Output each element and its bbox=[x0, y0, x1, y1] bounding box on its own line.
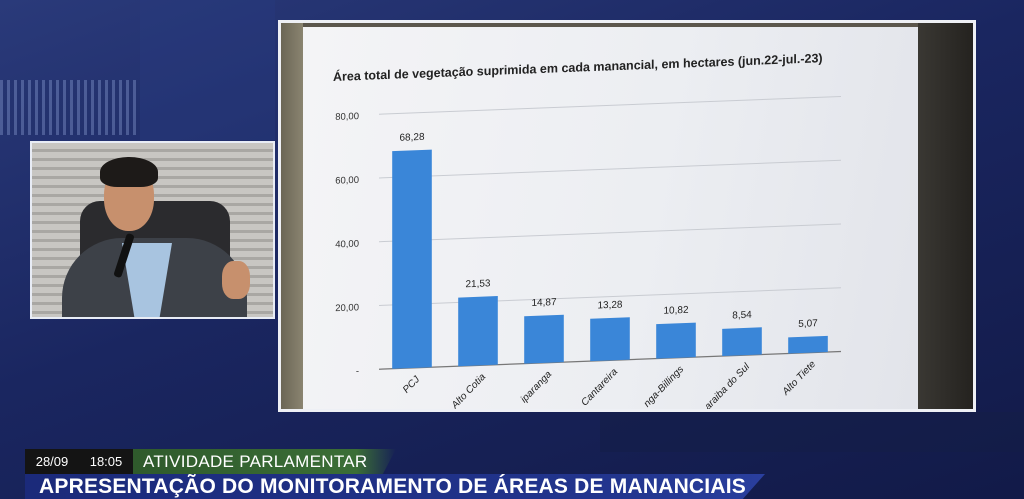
bar bbox=[788, 335, 828, 354]
value-label: 10,82 bbox=[663, 305, 688, 317]
value-label: 21,53 bbox=[465, 278, 490, 290]
headline-text: APRESENTAÇÃO DO MONITORAMENTO DE ÁREAS D… bbox=[39, 474, 746, 498]
category-label: ATIVIDADE PARLAMENTAR bbox=[143, 451, 368, 471]
studio-background-panel bbox=[140, 0, 275, 140]
value-label: 5,07 bbox=[798, 318, 818, 330]
gridline bbox=[379, 287, 841, 306]
gridline bbox=[379, 95, 841, 115]
bar-chart: Área total de vegetação suprimida em cad… bbox=[333, 50, 841, 409]
y-tick-label: - bbox=[356, 366, 359, 377]
category-label: iparanga bbox=[519, 369, 555, 405]
broadcast-date: 28/09 bbox=[35, 454, 69, 469]
y-tick-label: 60,00 bbox=[335, 175, 359, 187]
y-tick-label: 40,00 bbox=[335, 239, 359, 251]
broadcast-time: 18:05 bbox=[89, 454, 123, 469]
headline-banner: APRESENTAÇÃO DO MONITORAMENTO DE ÁREAS D… bbox=[25, 474, 765, 499]
chart-title: Área total de vegetação suprimida em cad… bbox=[333, 50, 823, 84]
studio-floor bbox=[600, 412, 1024, 452]
gridline bbox=[379, 223, 841, 243]
bar bbox=[656, 322, 696, 359]
value-label: 14,87 bbox=[531, 297, 556, 309]
category-label: PCJ bbox=[401, 373, 423, 395]
category-label: araiba do Sul bbox=[703, 361, 753, 409]
category-label: Cantareira bbox=[579, 366, 620, 408]
bar bbox=[458, 296, 498, 367]
timestamp-box: 28/09 18:05 bbox=[25, 449, 133, 474]
screen-right-frame bbox=[918, 23, 973, 409]
bar bbox=[722, 327, 762, 357]
category-label: nga-Billings bbox=[642, 364, 686, 409]
value-label: 13,28 bbox=[597, 300, 622, 312]
gridline bbox=[379, 159, 841, 179]
category-label: Alto Tiete bbox=[780, 359, 819, 398]
speaker-hair bbox=[100, 157, 158, 187]
studio-light-stripe bbox=[0, 80, 140, 135]
y-axis-ticks: - 20,00 40,00 60,00 80,00 bbox=[335, 111, 359, 377]
bars bbox=[392, 149, 828, 369]
screen-left-frame bbox=[281, 23, 303, 409]
category-tag: ATIVIDADE PARLAMENTAR bbox=[133, 449, 396, 474]
value-labels: 68,28 21,53 14,87 13,28 10,82 8,54 5,07 bbox=[399, 132, 818, 330]
bar bbox=[524, 314, 564, 364]
value-label: 8,54 bbox=[732, 310, 752, 322]
y-tick-label: 20,00 bbox=[335, 302, 359, 314]
category-label: Alto Cotia bbox=[449, 371, 488, 409]
bar bbox=[392, 149, 432, 369]
projection-screen: Área total de vegetação suprimida em cad… bbox=[278, 20, 976, 412]
bar bbox=[590, 317, 630, 362]
webcam-inset bbox=[30, 141, 275, 319]
value-label: 68,28 bbox=[399, 132, 424, 144]
speaker-hand bbox=[222, 261, 250, 299]
y-tick-label: 80,00 bbox=[335, 111, 359, 123]
